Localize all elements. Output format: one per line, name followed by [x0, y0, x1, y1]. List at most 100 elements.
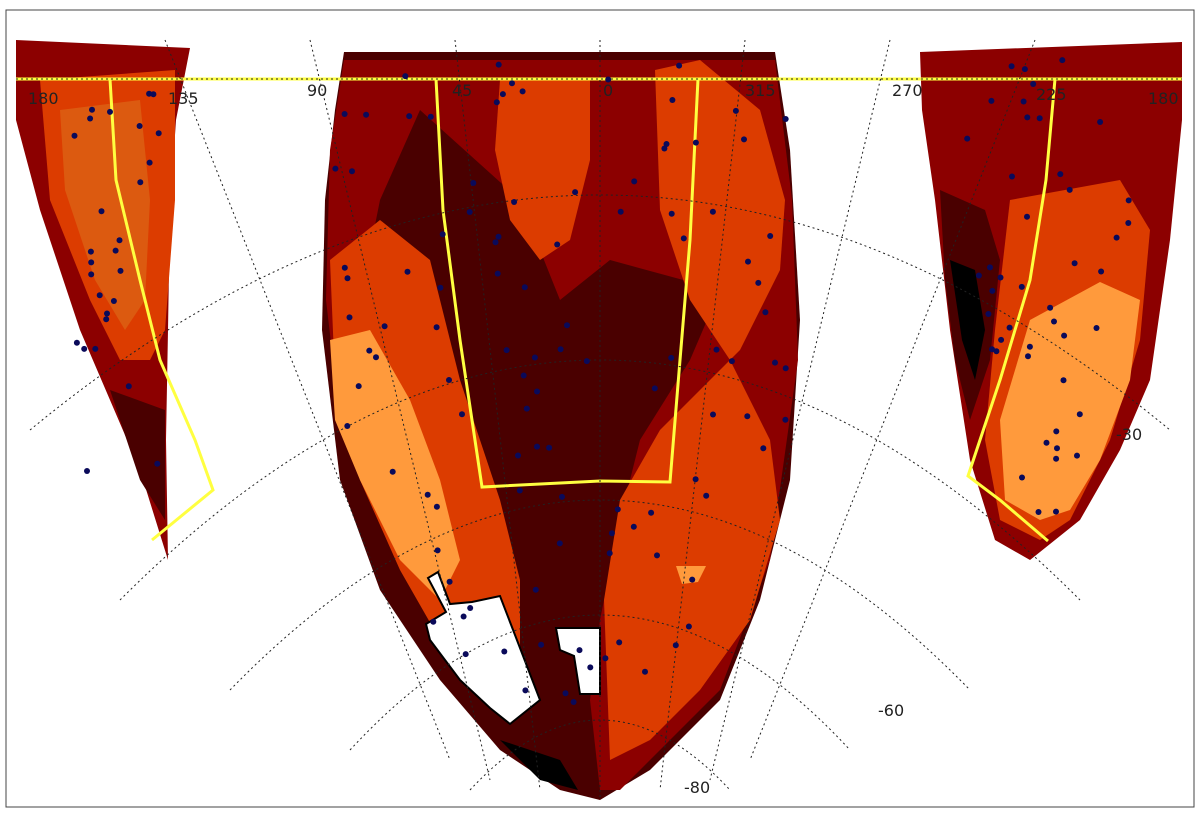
source-point — [672, 642, 679, 649]
source-point — [389, 468, 396, 475]
source-point — [1036, 115, 1043, 122]
source-point — [782, 416, 789, 423]
source-point — [495, 61, 502, 68]
source-point — [523, 405, 530, 412]
source-point — [654, 552, 660, 559]
source-point — [155, 130, 162, 137]
source-point — [1093, 325, 1100, 331]
source-point — [554, 241, 561, 248]
source-point — [89, 106, 95, 113]
source-point — [84, 468, 90, 474]
source-point — [522, 687, 529, 694]
central-lobe-level-3-top — [495, 80, 590, 260]
lon-label-90: 90 — [307, 81, 327, 100]
meridian-45 — [454, 39, 541, 791]
source-point — [402, 73, 409, 80]
source-point — [576, 647, 583, 654]
source-point — [460, 613, 467, 620]
source-point — [146, 90, 153, 97]
source-point — [430, 618, 437, 625]
graticule — [16, 39, 1182, 800]
source-point — [692, 139, 699, 146]
source-point — [509, 80, 515, 87]
parallel-a — [29, 194, 1171, 431]
source-point — [546, 444, 553, 451]
source-point — [685, 623, 692, 630]
source-point — [602, 655, 609, 662]
source-point — [732, 107, 739, 114]
source-point — [1076, 411, 1083, 418]
source-point — [562, 690, 569, 697]
meridian-225 — [749, 39, 1036, 761]
source-point — [116, 237, 123, 244]
meridian-270 — [709, 39, 891, 781]
source-point — [1009, 173, 1015, 180]
source-point — [661, 145, 668, 152]
source-point — [1030, 81, 1037, 87]
source-point — [741, 136, 747, 143]
parallel-b — [119, 359, 1081, 601]
source-point — [511, 199, 518, 205]
source-point — [987, 264, 993, 271]
source-point — [989, 346, 995, 353]
source-point — [406, 113, 413, 120]
source-point — [1113, 234, 1120, 241]
source-point — [1025, 353, 1031, 360]
source-point — [570, 699, 577, 705]
left-lobe-outline — [16, 77, 215, 542]
source-point — [975, 272, 982, 279]
source-point — [1053, 428, 1060, 435]
source-point — [112, 247, 119, 254]
lon-label-45: 45 — [452, 81, 472, 100]
source-point — [88, 271, 95, 278]
lat-label-minus-60: -60 — [878, 701, 904, 720]
source-point — [557, 346, 564, 353]
source-point — [713, 346, 720, 353]
source-point — [501, 648, 508, 655]
source-point — [710, 411, 716, 418]
source-point — [559, 493, 565, 500]
source-point — [614, 506, 621, 513]
source-point — [503, 347, 510, 354]
source-point — [531, 354, 538, 361]
source-point — [344, 423, 351, 429]
masked-region-1 — [424, 570, 542, 726]
source-point — [459, 411, 465, 418]
source-point — [651, 385, 658, 392]
source-point — [648, 509, 655, 516]
source-point — [87, 248, 94, 255]
source-point — [988, 97, 995, 104]
source-point — [499, 91, 506, 98]
lon-label-0: 0 — [603, 81, 613, 100]
source-point — [1020, 98, 1027, 105]
lat-label-minus-30: -30 — [1116, 425, 1142, 444]
source-point — [96, 292, 103, 299]
source-point — [642, 668, 648, 675]
source-point — [1021, 66, 1028, 73]
parallel-e — [469, 719, 731, 791]
source-point — [433, 503, 440, 510]
source-point — [516, 487, 523, 494]
source-point — [556, 540, 563, 547]
source-point — [1024, 114, 1031, 121]
source-point — [1125, 220, 1132, 226]
lon-label-315: 315 — [745, 81, 776, 100]
source-point — [782, 116, 789, 122]
source-point — [1054, 445, 1060, 452]
source-point — [103, 316, 110, 323]
source-point — [1059, 57, 1066, 64]
source-point — [692, 476, 699, 483]
source-point — [985, 311, 992, 317]
source-point — [1066, 186, 1073, 193]
source-point — [87, 115, 94, 122]
source-point — [1071, 260, 1078, 267]
source-point — [1057, 171, 1064, 178]
source-point — [1098, 268, 1105, 275]
meridian-90 — [309, 39, 491, 781]
source-point — [433, 324, 440, 331]
source-point — [434, 547, 441, 554]
central-lobe-level-3-lower-right — [604, 360, 780, 760]
source-point — [532, 586, 539, 593]
source-point — [88, 259, 95, 266]
